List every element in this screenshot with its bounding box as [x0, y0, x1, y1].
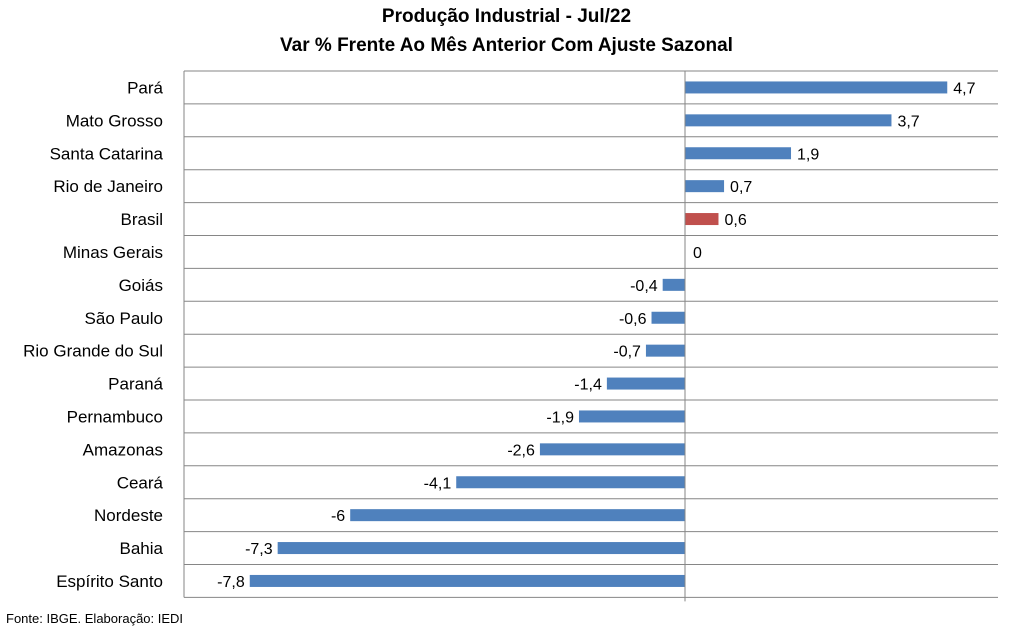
chart-subtitle: Var % Frente Ao Mês Anterior Com Ajuste …	[280, 35, 733, 56]
data-label: -6	[331, 508, 345, 525]
data-label: 0,6	[724, 212, 746, 229]
category-label: Bahia	[120, 539, 164, 558]
bar	[651, 311, 685, 324]
category-label: Goiás	[119, 276, 163, 295]
bar	[456, 476, 685, 489]
data-label: -7,8	[217, 574, 245, 591]
category-label: Pernambuco	[67, 407, 163, 426]
data-label: 0,7	[730, 179, 752, 196]
data-label: 3,7	[897, 113, 919, 130]
data-label: -0,6	[619, 311, 647, 328]
data-label: -4,1	[424, 475, 452, 492]
data-label: 1,9	[797, 146, 819, 163]
highlight-bar	[685, 213, 719, 226]
category-label: Paraná	[108, 375, 163, 394]
data-label: -1,9	[546, 409, 574, 426]
data-label: -1,4	[574, 377, 602, 394]
category-label: Ceará	[117, 473, 164, 492]
category-label: Santa Catarina	[50, 144, 164, 163]
bar	[249, 574, 685, 587]
bar	[645, 344, 685, 357]
bar	[685, 180, 725, 193]
category-label: Nordeste	[94, 506, 163, 525]
data-label: -7,3	[245, 541, 273, 558]
category-label: Pará	[127, 78, 163, 97]
category-label: Rio Grande do Sul	[23, 342, 163, 361]
bar	[606, 377, 685, 390]
category-label: Amazonas	[83, 440, 163, 459]
category-label: Espírito Santo	[56, 572, 163, 591]
bar	[578, 410, 685, 423]
category-label: São Paulo	[85, 309, 163, 328]
category-label: Minas Gerais	[63, 243, 163, 262]
bar	[685, 81, 948, 94]
data-label: 0	[693, 245, 702, 262]
data-label: -0,7	[613, 344, 641, 361]
data-label: 4,7	[953, 80, 975, 97]
bar	[350, 509, 685, 522]
source-note: Fonte: IBGE. Elaboração: IEDI	[6, 611, 184, 626]
data-label: -0,4	[630, 278, 658, 295]
chart-title: Produção Industrial - Jul/22	[381, 6, 632, 27]
bar	[685, 147, 792, 160]
bar-chart: Pará 4,7 Mato Grosso 3,7 Santa Catarina 1,9 Ri…	[23, 70, 998, 602]
bar	[662, 278, 685, 291]
category-label: Mato Grosso	[66, 111, 163, 130]
bar	[277, 542, 685, 555]
bar	[539, 443, 685, 456]
bar	[685, 114, 892, 127]
category-label: Brasil	[120, 210, 163, 229]
category-label: Rio de Janeiro	[53, 177, 163, 196]
data-label: -2,6	[507, 442, 535, 459]
